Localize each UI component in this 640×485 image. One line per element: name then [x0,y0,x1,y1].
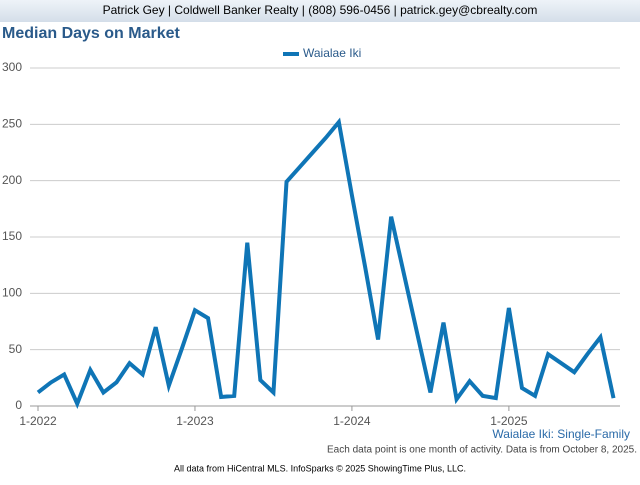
header-bar [0,0,640,22]
footnote: Each data point is one month of activity… [327,445,637,456]
legend-label: Waialae Iki [303,46,361,60]
x-tick-label: 1-2025 [490,414,528,428]
x-tick-label: 1-2023 [176,414,214,428]
source: All data from HiCentral MLS. InfoSparks … [174,463,466,473]
y-tick-label: 200 [2,173,22,187]
y-tick-label: 50 [9,342,23,356]
y-tick-label: 250 [2,117,22,131]
y-tick-label: 100 [2,286,22,300]
series-line [36,117,616,409]
y-tick-label: 300 [2,60,22,74]
x-tick-label: 1-2022 [19,414,57,428]
chart-title: Median Days on Market [2,25,181,42]
header: Patrick Gey | Coldwell Banker Realty | (… [103,3,538,17]
x-tick-label: 1-2024 [333,414,371,428]
y-tick-label: 150 [2,229,22,243]
series-note: Waialae Iki: Single-Family [492,427,630,441]
y-tick-label: 0 [15,398,22,412]
